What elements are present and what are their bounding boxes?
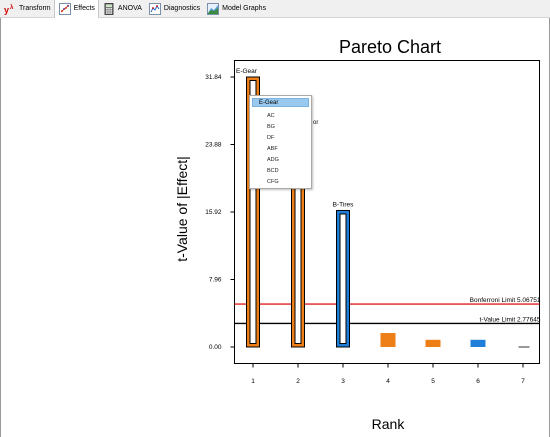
tab-model-graphs[interactable]: Model Graphs [203, 0, 269, 18]
y-tick-label: 0.00 [209, 344, 222, 351]
term-popup[interactable]: E-Gear AC BG DF ABF ADG BCD CFG [249, 95, 312, 189]
y-axis: 0.00 7.96 15.92 23.88 31.84 [205, 74, 235, 351]
popup-item[interactable]: BG [267, 124, 275, 130]
model-graphs-icon [207, 2, 220, 15]
reference-line-label: t-Value Limit 2.77645 [480, 316, 541, 323]
y-tick-label: 31.84 [205, 74, 222, 81]
popup-item[interactable]: BCD [267, 168, 279, 174]
bar[interactable] [380, 333, 396, 347]
svg-text:λ: λ [10, 5, 14, 11]
tab-label: Model Graphs [222, 5, 267, 12]
tab-label: Diagnostics [163, 5, 201, 12]
tab-label: ANOVA [117, 5, 142, 12]
x-tick-label: 3 [341, 378, 345, 385]
popup-item[interactable]: CFG [267, 179, 279, 185]
bar[interactable] [425, 339, 441, 347]
tab-anova[interactable]: ANOVA [99, 0, 145, 18]
bar-inner [339, 213, 347, 344]
svg-text:y: y [4, 5, 9, 15]
x-tick-label: 4 [386, 378, 390, 385]
tab-effects[interactable]: Effects [53, 0, 99, 18]
y-tick-label: 23.88 [205, 142, 222, 149]
bar-label: E-Gear [236, 68, 258, 75]
y-tick-label: 15.92 [205, 209, 222, 216]
popup-highlighted-item[interactable]: E-Gear [252, 98, 309, 107]
popup-item[interactable]: ADG [267, 157, 279, 163]
y-tick-label: 7.96 [209, 277, 222, 284]
popup-item[interactable]: ABF [267, 146, 278, 152]
tab-label: Effects [73, 5, 95, 12]
bar-inner [249, 80, 257, 344]
x-axis-label: Rank [372, 416, 406, 432]
diagnostics-icon [148, 2, 161, 15]
reference-line-label: Bonferroni Limit 5.06751 [470, 297, 541, 304]
tab-label: Transform [19, 5, 51, 12]
popup-item[interactable]: AC [267, 113, 275, 119]
chart-title: Pareto Chart [339, 37, 441, 57]
x-tick-label: 2 [296, 378, 300, 385]
y-axis-label: t-Value of |Effect| [174, 156, 190, 262]
reference-lines: Bonferroni Limit 5.06751 t-Value Limit 2.… [234, 297, 541, 325]
tab-diagnostics[interactable]: Diagnostics [145, 0, 203, 18]
calculator-icon [103, 2, 115, 15]
x-tick-label: 6 [476, 378, 480, 385]
bar-label: B-Tires [333, 201, 354, 208]
x-tick-label: 7 [521, 378, 525, 385]
popup-item[interactable]: DF [267, 135, 275, 141]
x-tick-label: 1 [251, 378, 255, 385]
x-axis: 1 2 3 4 5 6 7 [251, 363, 525, 385]
bar[interactable] [470, 339, 486, 347]
x-tick-label: 5 [431, 378, 435, 385]
effects-icon [58, 2, 71, 15]
